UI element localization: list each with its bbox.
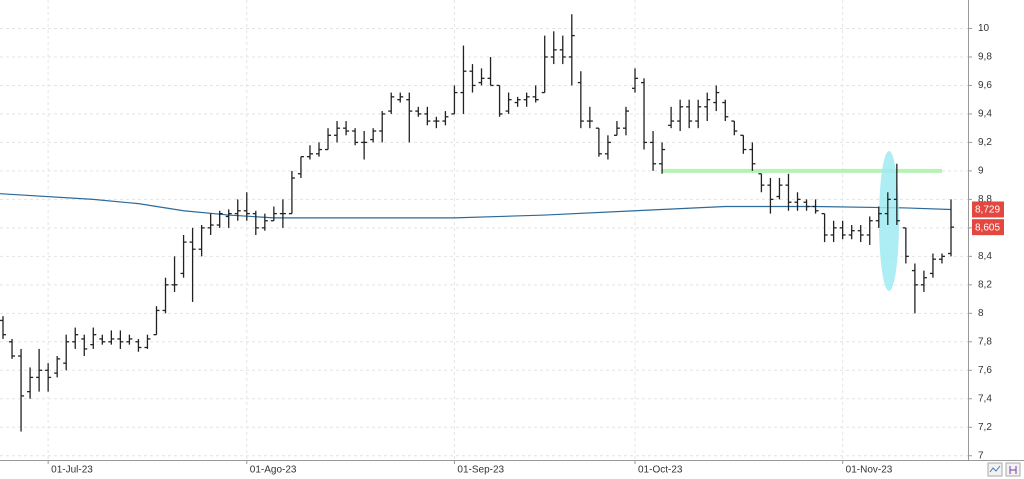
x-tick-label: 01-Ago-23 [250, 465, 297, 476]
y-tick-label: 7 [978, 450, 984, 461]
y-tick-label: 9,6 [978, 80, 992, 91]
y-tick-label: 7,2 [978, 422, 992, 433]
y-tick-label: 8 [978, 308, 984, 319]
y-tick-label: 8,4 [978, 251, 992, 262]
y-tick-label: 9 [978, 166, 984, 177]
price-label-box [972, 219, 1004, 236]
x-tick-label: 01-Nov-23 [846, 465, 893, 476]
price-label: 8,605 [975, 222, 1000, 233]
price-label-box [972, 201, 1004, 218]
marks-layer [0, 14, 954, 432]
moving-average-line [0, 193, 952, 219]
highlight-ellipse [879, 151, 899, 291]
y-tick-label: 10 [978, 23, 990, 34]
y-tick-label: 7,4 [978, 393, 992, 404]
y-tick-label: 7,6 [978, 365, 992, 376]
icon-glyph [989, 465, 1001, 473]
y-tick-label: 7,8 [978, 336, 992, 347]
price-label: 8,729 [975, 205, 1000, 216]
y-tick-label: 8,8 [978, 194, 992, 205]
x-tick-label: 01-Jul-23 [51, 465, 93, 476]
y-tick-label: 9,8 [978, 52, 992, 63]
y-tick-label: 9,2 [978, 137, 992, 148]
y-tick-label: 8,2 [978, 279, 992, 290]
y-tick-label: 9,4 [978, 109, 992, 120]
icon-glyph [1009, 466, 1017, 474]
x-tick-label: 01-Oct-23 [638, 465, 683, 476]
x-tick-label: 01-Sep-23 [457, 465, 504, 476]
